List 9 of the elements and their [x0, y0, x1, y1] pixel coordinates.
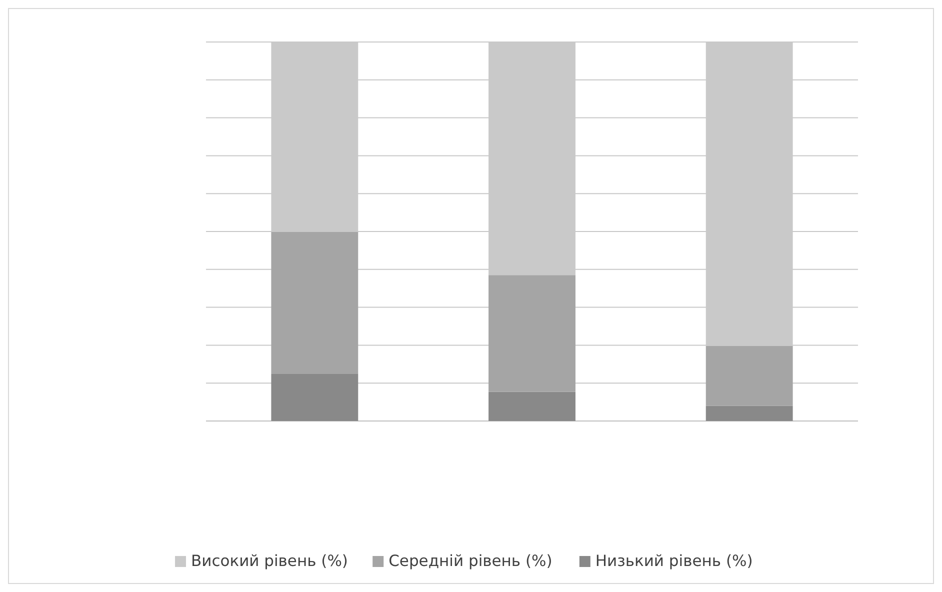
legend-label: Середній рівень (%) — [388, 552, 552, 570]
bar — [488, 392, 576, 421]
bar — [488, 275, 576, 392]
bar — [271, 374, 358, 421]
legend-label: Високий рівень (%) — [191, 552, 348, 570]
bar — [706, 346, 793, 406]
bar — [706, 406, 793, 421]
bar — [271, 232, 358, 374]
legend-label: Низький рівень (%) — [595, 552, 753, 570]
